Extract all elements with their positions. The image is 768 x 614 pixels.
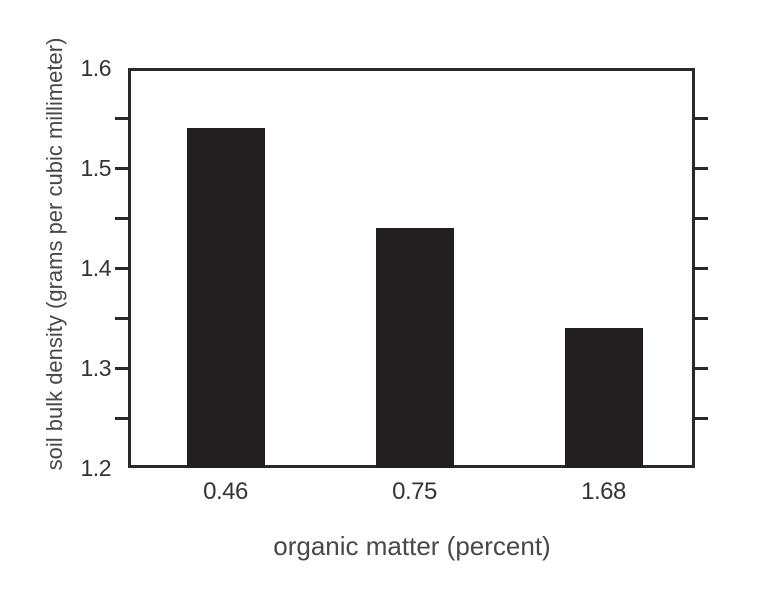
y-axis-tick-left [115,366,128,370]
y-axis-tick-right [695,366,708,370]
y-axis-tick-left [115,166,128,170]
y-axis-tick-left [115,216,128,220]
y-tick-label: 1.3 [80,355,112,381]
x-axis-label: organic matter (percent) [273,531,551,561]
bar [564,328,643,468]
x-tick-label: 0.75 [392,478,437,505]
y-axis-tick-right [695,416,708,420]
y-axis-tick-right [695,316,708,320]
y-tick-label: 1.6 [80,55,112,81]
y-tick-label: 1.4 [80,255,112,281]
x-tick-label: 0.46 [203,478,248,505]
x-tick-label: 1.68 [581,478,626,505]
bar [186,128,265,468]
y-tick-label: 1.2 [80,455,112,481]
y-axis-tick-left [115,266,128,270]
y-axis-tick-right [695,216,708,220]
y-axis-tick-right [695,116,708,120]
y-axis-tick-left [115,416,128,420]
y-axis-tick-left [115,316,128,320]
y-tick-label: 1.5 [80,155,112,181]
y-axis-tick-right [695,166,708,170]
y-axis-tick-left [115,116,128,120]
y-axis-label: soil bulk density (grams per cubic milli… [42,37,67,471]
bar [375,228,454,468]
y-axis-tick-right [695,266,708,270]
